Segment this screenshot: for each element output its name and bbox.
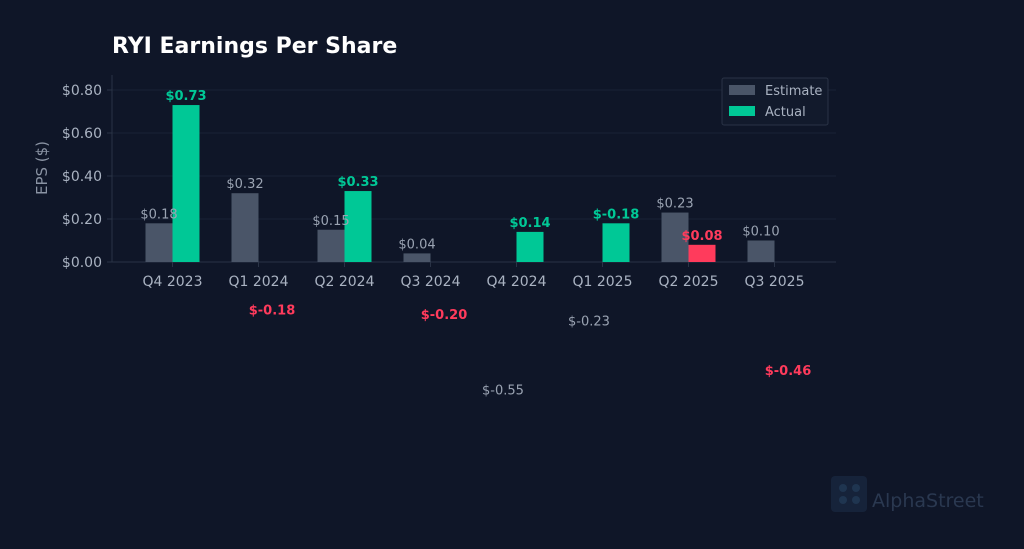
y-axis-label: EPS ($) — [33, 141, 51, 195]
legend-swatch-actual — [729, 106, 755, 116]
estimate-value-label: $-0.55 — [482, 383, 524, 398]
legend-swatch-estimate — [729, 85, 755, 95]
bar-actual — [516, 231, 544, 262]
estimate-value-label: $0.18 — [140, 207, 177, 222]
bar-estimate — [403, 253, 431, 262]
x-tick-label: Q3 2024 — [400, 274, 460, 290]
bar-actual — [344, 191, 372, 262]
watermark-logo-dot — [852, 496, 860, 504]
watermark-logo-dot — [839, 484, 847, 492]
bar-estimate — [317, 229, 345, 262]
watermark: AlphaStreet — [831, 476, 984, 512]
plot-area: $0.00 $0.20 $0.40 $0.60 $0.80 Q4 2023 Q1 2024… — [62, 74, 836, 398]
bar-actual — [172, 105, 200, 262]
bar-estimate — [661, 212, 689, 262]
x-tick-label: Q2 2025 — [658, 274, 718, 290]
estimate-value-label: $0.15 — [312, 214, 349, 229]
y-tick-label: $0.00 — [62, 255, 102, 271]
legend-label-estimate: Estimate — [765, 84, 822, 99]
legend: Estimate Actual — [721, 77, 829, 126]
bars — [145, 105, 775, 262]
y-tick-label: $0.20 — [62, 212, 102, 228]
chart-title: RYI Earnings Per Share — [112, 34, 397, 59]
estimate-value-label: $0.23 — [656, 197, 693, 212]
bar-estimate — [145, 223, 173, 262]
y-tick-label: $0.80 — [62, 83, 102, 99]
x-tick-label: Q1 2025 — [572, 274, 632, 290]
bar-estimate — [231, 193, 259, 262]
x-tick-label: Q4 2023 — [142, 274, 202, 290]
estimate-value-label: $0.32 — [226, 177, 263, 192]
watermark-text: AlphaStreet — [872, 490, 984, 512]
data-labels: $0.18 $0.73 $0.32 $-0.18 $0.15 $0.33 $0.04 $-0.… — [140, 89, 811, 398]
actual-value-label: $-0.18 — [593, 207, 640, 222]
watermark-logo-icon — [831, 476, 867, 512]
y-tick-label: $0.40 — [62, 169, 102, 185]
bar-estimate — [747, 240, 775, 262]
x-tick-label: Q2 2024 — [314, 274, 374, 290]
actual-value-label: $-0.18 — [249, 304, 296, 319]
estimate-value-label: $0.04 — [398, 237, 435, 252]
x-tick-label: Q4 2024 — [486, 274, 546, 290]
legend-label-actual: Actual — [765, 105, 806, 120]
actual-value-label: $-0.20 — [421, 308, 468, 323]
actual-value-label: $0.14 — [509, 216, 550, 231]
x-tick-label: Q3 2025 — [744, 274, 804, 290]
estimate-value-label: $0.10 — [742, 225, 779, 240]
watermark-logo-dot — [839, 496, 847, 504]
estimate-value-label: $-0.23 — [568, 314, 610, 329]
bar-actual — [602, 223, 630, 262]
watermark-logo-dot — [852, 484, 860, 492]
bar-actual — [688, 244, 716, 262]
x-tick-label: Q1 2024 — [228, 274, 288, 290]
actual-value-label: $0.08 — [681, 229, 722, 244]
x-ticks: Q4 2023 Q1 2024 Q2 2024 Q3 2024 Q4 2024 Q1 20… — [142, 262, 805, 290]
y-ticks: $0.00 $0.20 $0.40 $0.60 $0.80 — [62, 83, 112, 271]
actual-value-label: $-0.46 — [765, 364, 812, 379]
actual-value-label: $0.33 — [337, 175, 378, 190]
actual-value-label: $0.73 — [165, 89, 206, 104]
y-tick-label: $0.60 — [62, 126, 102, 142]
